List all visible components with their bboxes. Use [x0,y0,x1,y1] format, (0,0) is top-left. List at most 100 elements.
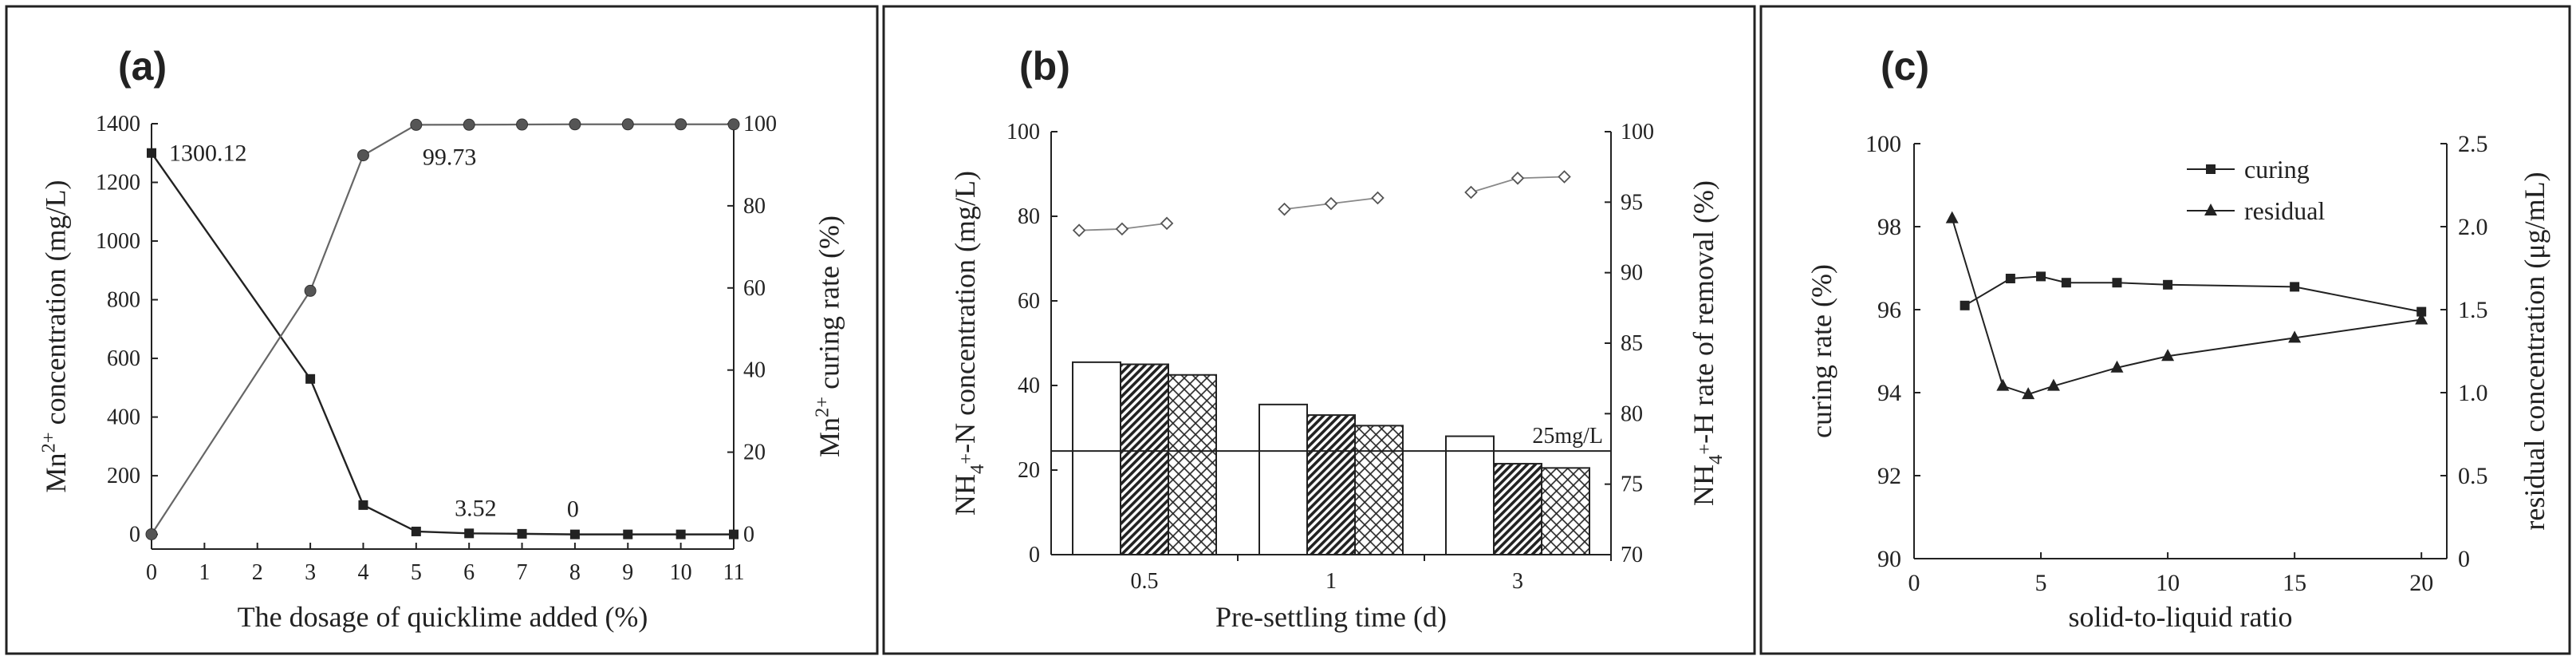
panel-b-y-tick-label: 100 [1006,120,1040,144]
panel-b: (b) 0 20 40 60 80 100 70 75 80 85 90 95 100 0.5 1 3 25mg/… [949,44,1727,633]
panel-a-frame [5,5,879,655]
panel-b-frame [882,5,1756,655]
panel-b-y2-tick-label: 85 [1621,331,1643,356]
panel-c-y2-tick-label: 0 [2458,546,2470,572]
panel-b-bar-white [1258,403,1308,555]
panel-a-curing-point [410,118,423,131]
panel-b-y-label-part: -N concentration (mg/L) [949,171,981,453]
panel-a-y-tick-label: 1200 [96,171,140,196]
panel-b-y2-tick-label: 70 [1621,543,1643,567]
panel-a-series-concentration-line [151,152,734,536]
panel-c-residual-point [1945,211,1959,223]
panel-c-frame [1759,5,2571,655]
panel-a-concentration-point [464,528,475,539]
panel-a-y-tick-label: 200 [107,464,140,488]
panel-c-residual-point [2415,312,2428,325]
panel-a-y-tick-label: 1400 [96,112,140,136]
panel-c-legend-curing-marker [2206,164,2216,174]
panel-c-y-label-part: curing rate (%) [1806,264,1837,438]
panel-a-concentration-point [358,500,368,510]
panel-c-y-tick-label: 90 [1877,546,1901,572]
panel-a-y2-label-part: curing rate (%) [813,215,845,397]
panel-a-curing-point [621,118,634,131]
panel-a-letter: (a) [118,44,167,89]
panel-a-curing-point [516,118,529,131]
panel-c-residual-point [1996,378,2010,391]
panel-b-y2-label-part: NH [1688,464,1719,506]
panel-c-y-tick-label: 92 [1877,463,1901,489]
panel-a-x-tick-label: 3 [305,560,316,585]
panel-b-removal-point [1371,191,1385,205]
panel-c-y2-tick-label: 2.5 [2458,131,2488,157]
panel-a-y2-tick-label: 100 [743,112,777,136]
panel-c-y-tick-label: 98 [1877,214,1901,240]
panel-a-x-tick-label: 7 [517,560,528,585]
panel-b-y-tick-label: 40 [1018,373,1040,398]
panel-c-curing-point [2163,279,2173,290]
panel-a-y2-tick-label: 80 [743,194,766,219]
panel-b-removal-point [1324,196,1338,211]
panel-b-y2-label-part: -H rate of removal (%) [1688,180,1719,444]
panel-c-residual-point [2110,360,2124,373]
panel-a-x-tick-label: 8 [569,560,581,585]
panel-b-x-tick-label: 1 [1325,569,1337,594]
panel-a-concentration-point [411,526,421,536]
panel-b-y-tick-label: 80 [1018,204,1040,229]
panel-a-x-tick-label: 0 [146,560,157,585]
panel-a-concentration-point [676,529,686,539]
panel-b-y2-label: NH4+-H rate of removal (%) [1688,180,1727,506]
panel-a-x-tick-label: 1 [199,560,210,585]
panel-a-y-label-part: 2+ [37,432,59,453]
panel-b-bar-hatched [1493,463,1542,555]
panel-a-y-label-part: Mn [40,453,72,492]
panel-c-y-tick-label: 94 [1877,380,1901,406]
panel-c-y2-tick-label: 1.5 [2458,297,2488,323]
panel-a-y-label: Mn2+ concentration (mg/L) [37,180,72,493]
panel-c-residual-point [2046,378,2060,391]
panel-b-reference-label: 25mg/L [1532,424,1603,449]
panel-a-y2-label-part: 2+ [811,397,833,417]
panel-a-x-tick-label: 11 [723,560,745,585]
panel-a-y-tick-label: 1000 [96,229,140,254]
panel-c-x-tick-label: 10 [2156,570,2180,596]
panel-b-bar-white [1445,435,1495,555]
panel-c-curing-point [2416,306,2427,317]
panel-b-x-tick-label: 3 [1512,569,1523,594]
panel-a-annotation: 1300.12 [169,140,247,167]
panel-b-y2-tick-label: 100 [1621,120,1654,144]
panel-c-curing-point [2290,282,2300,292]
panel-c-y2-tick-label: 1.0 [2458,380,2488,406]
panel-c: (c) 90 92 94 96 98 100 0 0.5 1.0 1.5 2.0 2.5 0 5 10 15 20… [1806,44,2550,633]
panel-a-y-label-part: concentration (mg/L) [39,180,71,433]
panel-c-curing-point [2005,274,2015,283]
panel-a-curing-point [675,118,687,131]
panel-a-x-tick-label: 9 [622,560,633,585]
panel-a-y2-tick-label: 20 [743,441,766,465]
panel-a-y2-tick-label: 40 [743,358,766,383]
panel-b-removal-point [1160,216,1174,231]
panel-c-y2-label-part: residual concentration (μg/mL) [2519,172,2550,530]
panel-a-series-curing-line [151,123,734,536]
panel-a-y2-label-part: Mn [813,417,845,457]
panel-b-y-label-part: 4 [967,464,988,474]
panel-a-x-tick-label: 2 [252,560,263,585]
panel-a-curing-point [569,118,581,131]
panel-c-x-tick-label: 0 [1908,570,1920,596]
panel-a-x-tick-label: 5 [411,560,422,585]
panel-c-y-tick-label: 96 [1877,297,1901,323]
panel-a-annotation: 0 [567,496,579,523]
panel-a-y-tick-label: 800 [107,288,140,313]
panel-c-x-label: solid-to-liquid ratio [2069,601,2293,633]
panel-a-concentration-point [517,528,527,539]
panel-b-y-tick-label: 0 [1029,543,1040,567]
panel-c-y2-label: residual concentration (μg/mL) [2519,172,2550,530]
panel-b-x-tick-label: 0.5 [1131,569,1159,594]
panel-c-letter: (c) [1881,44,1929,89]
panel-c-y2-tick-label: 2.0 [2458,214,2488,240]
panel-b-y-label-part: + [955,453,977,464]
panel-b-bar-white [1072,361,1121,555]
panel-b-removal-point [1278,202,1291,216]
panel-c-legend-residual-label: residual [2244,196,2325,225]
panel-b-y2-label-part: + [1694,444,1715,455]
panel-c-legend-residual-marker [2204,204,2217,215]
